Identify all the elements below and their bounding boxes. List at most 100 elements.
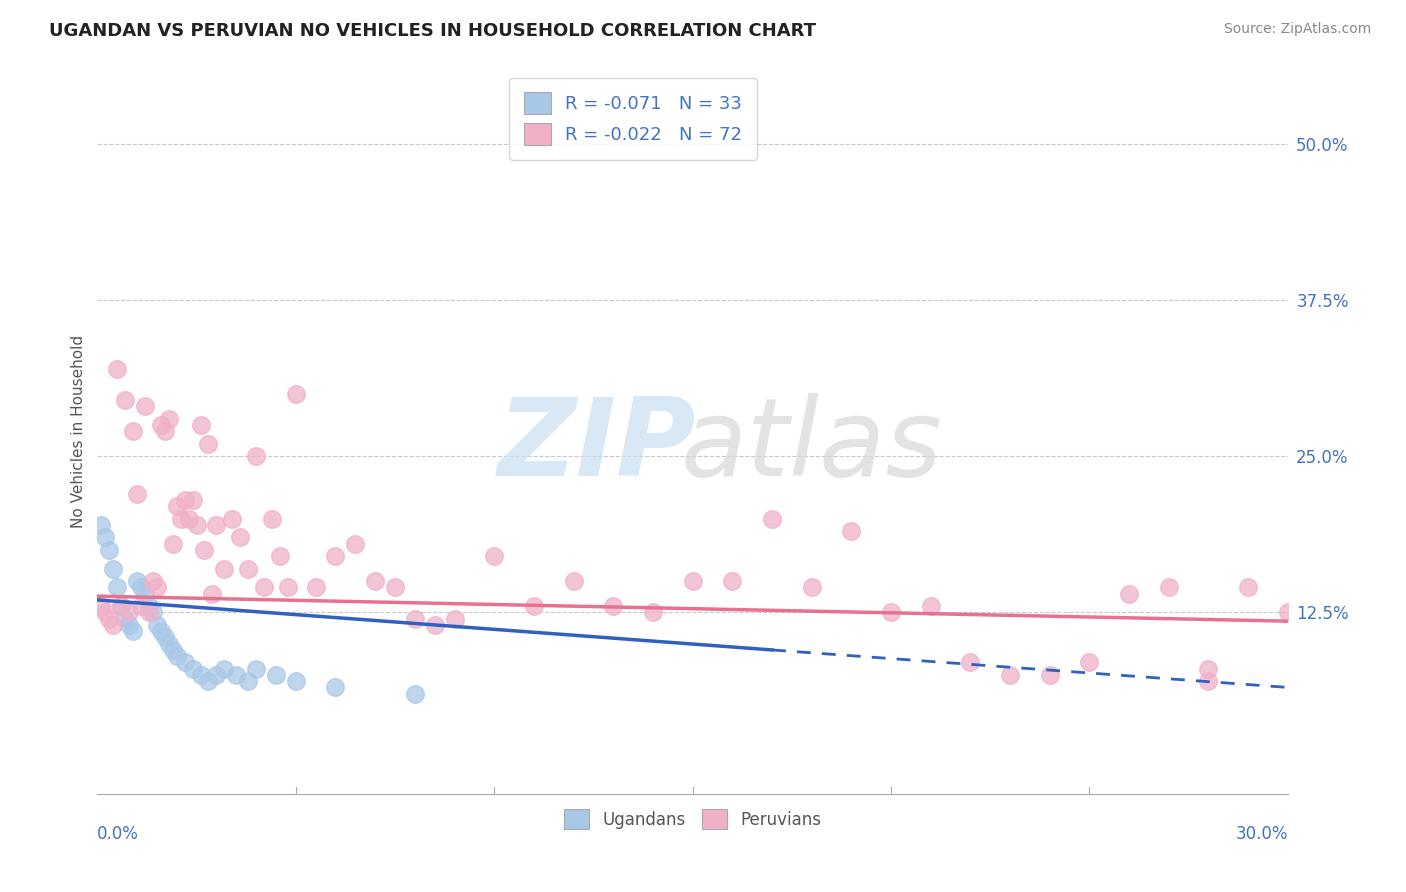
Point	[166, 649, 188, 664]
Point	[253, 581, 276, 595]
Point	[186, 517, 208, 532]
Point	[197, 436, 219, 450]
Text: 30.0%: 30.0%	[1236, 825, 1288, 843]
Point	[146, 581, 169, 595]
Point	[170, 511, 193, 525]
Point	[1198, 674, 1220, 689]
Point	[173, 492, 195, 507]
Point	[214, 662, 236, 676]
Point	[146, 618, 169, 632]
Point	[602, 599, 624, 614]
Point	[1316, 599, 1339, 614]
Point	[404, 612, 426, 626]
Point	[998, 668, 1021, 682]
Point	[197, 674, 219, 689]
Point	[149, 417, 172, 432]
Point	[153, 424, 176, 438]
Point	[260, 511, 283, 525]
Point	[721, 574, 744, 589]
Point	[157, 411, 180, 425]
Point	[880, 606, 903, 620]
Point	[118, 618, 141, 632]
Point	[103, 562, 125, 576]
Point	[122, 424, 145, 438]
Point	[157, 637, 180, 651]
Point	[138, 606, 160, 620]
Point	[236, 674, 259, 689]
Text: atlas: atlas	[681, 393, 942, 498]
Point	[284, 674, 307, 689]
Point	[122, 624, 145, 639]
Point	[138, 599, 160, 614]
Point	[103, 618, 125, 632]
Point	[221, 511, 243, 525]
Point	[181, 662, 204, 676]
Point	[1237, 581, 1260, 595]
Point	[153, 631, 176, 645]
Point	[920, 599, 942, 614]
Point	[90, 599, 112, 614]
Point	[682, 574, 704, 589]
Point	[105, 581, 128, 595]
Point	[114, 392, 136, 407]
Point	[423, 618, 446, 632]
Point	[959, 656, 981, 670]
Point	[162, 536, 184, 550]
Point	[229, 530, 252, 544]
Point	[1277, 606, 1299, 620]
Point	[364, 574, 387, 589]
Point	[384, 581, 406, 595]
Point	[134, 587, 156, 601]
Legend: Ugandans, Peruvians: Ugandans, Peruvians	[557, 803, 828, 836]
Point	[443, 612, 465, 626]
Point	[110, 599, 132, 614]
Point	[193, 542, 215, 557]
Point	[98, 542, 121, 557]
Y-axis label: No Vehicles in Household: No Vehicles in Household	[72, 334, 86, 528]
Point	[114, 612, 136, 626]
Point	[284, 386, 307, 401]
Text: 0.0%: 0.0%	[97, 825, 139, 843]
Point	[173, 656, 195, 670]
Point	[245, 662, 267, 676]
Point	[245, 449, 267, 463]
Point	[94, 530, 117, 544]
Point	[90, 517, 112, 532]
Point	[236, 562, 259, 576]
Point	[181, 492, 204, 507]
Point	[1039, 668, 1062, 682]
Point	[125, 486, 148, 500]
Point	[641, 606, 664, 620]
Point	[190, 417, 212, 432]
Point	[205, 668, 228, 682]
Point	[134, 399, 156, 413]
Point	[1157, 581, 1180, 595]
Point	[149, 624, 172, 639]
Point	[162, 643, 184, 657]
Point	[118, 606, 141, 620]
Point	[277, 581, 299, 595]
Text: ZIP: ZIP	[498, 392, 696, 499]
Point	[129, 599, 152, 614]
Point	[482, 549, 505, 563]
Point	[1355, 581, 1378, 595]
Point	[841, 524, 863, 538]
Point	[800, 581, 823, 595]
Point	[344, 536, 367, 550]
Point	[110, 599, 132, 614]
Text: UGANDAN VS PERUVIAN NO VEHICLES IN HOUSEHOLD CORRELATION CHART: UGANDAN VS PERUVIAN NO VEHICLES IN HOUSE…	[49, 22, 817, 40]
Point	[562, 574, 585, 589]
Point	[190, 668, 212, 682]
Point	[404, 687, 426, 701]
Point	[201, 587, 224, 601]
Point	[142, 574, 165, 589]
Point	[269, 549, 291, 563]
Point	[166, 499, 188, 513]
Point	[304, 581, 326, 595]
Point	[205, 517, 228, 532]
Point	[129, 581, 152, 595]
Point	[325, 681, 347, 695]
Point	[125, 574, 148, 589]
Point	[142, 606, 165, 620]
Point	[264, 668, 287, 682]
